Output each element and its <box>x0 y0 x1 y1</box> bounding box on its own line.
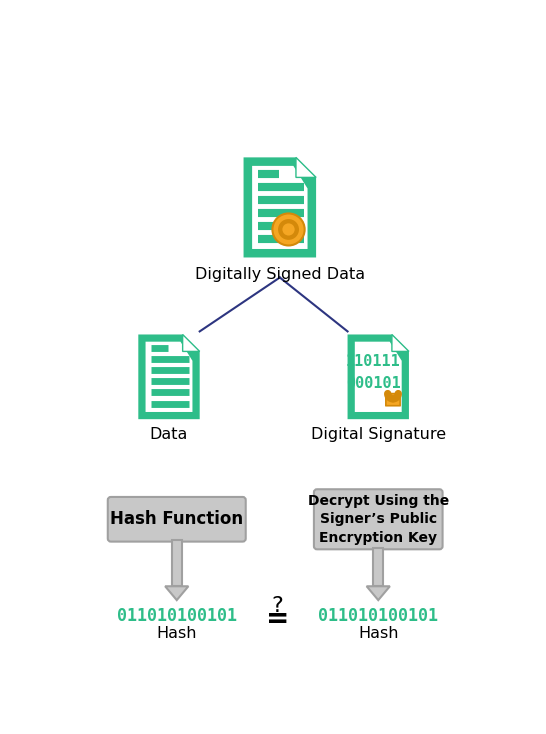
Text: Digital Signature: Digital Signature <box>311 427 446 442</box>
FancyBboxPatch shape <box>108 497 246 542</box>
Polygon shape <box>244 157 316 258</box>
Circle shape <box>278 219 299 240</box>
Polygon shape <box>183 335 200 352</box>
Text: Digitally Signed Data: Digitally Signed Data <box>195 266 365 282</box>
Circle shape <box>282 223 295 236</box>
Text: Decrypt Using the
Signer’s Public
Encryption Key: Decrypt Using the Signer’s Public Encryp… <box>307 494 449 545</box>
FancyBboxPatch shape <box>386 393 400 406</box>
Polygon shape <box>281 230 288 245</box>
Text: 011010100101: 011010100101 <box>117 606 237 625</box>
Polygon shape <box>138 335 200 419</box>
Circle shape <box>272 214 305 245</box>
Polygon shape <box>171 540 182 586</box>
Text: Hash Function: Hash Function <box>110 510 244 528</box>
Polygon shape <box>348 335 409 419</box>
Text: Hash: Hash <box>358 626 399 641</box>
Polygon shape <box>392 335 409 352</box>
Text: =: = <box>266 605 289 633</box>
Text: 110111
000101: 110111 000101 <box>346 354 401 391</box>
Circle shape <box>391 398 395 402</box>
Polygon shape <box>373 548 383 586</box>
Polygon shape <box>296 157 316 178</box>
Polygon shape <box>252 166 307 249</box>
Text: Hash: Hash <box>157 626 197 641</box>
Polygon shape <box>146 342 192 412</box>
Polygon shape <box>165 586 188 600</box>
Text: ?: ? <box>271 596 283 617</box>
Polygon shape <box>366 586 390 600</box>
Polygon shape <box>355 342 402 412</box>
Text: Data: Data <box>150 427 188 442</box>
Polygon shape <box>288 230 296 245</box>
Text: 011010100101: 011010100101 <box>318 606 438 625</box>
FancyBboxPatch shape <box>314 490 443 549</box>
